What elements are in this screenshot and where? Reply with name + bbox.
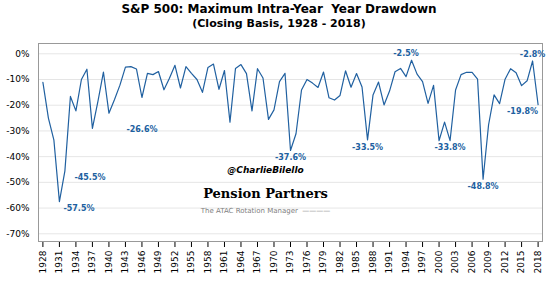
svg-text:1973: 1973 [285,250,295,273]
svg-text:1958: 1958 [203,250,213,273]
svg-text:-57.5%: -57.5% [63,204,94,213]
svg-text:1934: 1934 [71,250,81,273]
svg-text:2018: 2018 [533,250,543,273]
svg-text:1946: 1946 [137,250,147,273]
svg-text:1940: 1940 [104,250,114,273]
svg-text:1988: 1988 [368,250,378,273]
svg-text:1964: 1964 [236,250,246,273]
svg-text:1994: 1994 [401,250,411,273]
svg-text:1970: 1970 [269,250,279,273]
svg-text:-70%: -70% [6,228,30,238]
svg-text:-50%: -50% [6,177,30,187]
svg-text:2015: 2015 [516,250,526,273]
svg-text:-45.5%: -45.5% [74,173,105,182]
svg-text:1943: 1943 [120,250,130,273]
svg-text:-33.8%: -33.8% [435,143,466,152]
svg-text:-60%: -60% [6,203,30,213]
svg-text:1928: 1928 [38,250,48,273]
svg-text:-10%: -10% [6,74,30,84]
svg-text:-30%: -30% [6,126,30,136]
svg-text:2000: 2000 [434,250,444,273]
svg-text:1991: 1991 [384,250,394,273]
svg-text:-37.6%: -37.6% [275,153,306,162]
svg-text:1997: 1997 [417,250,427,273]
svg-text:1985: 1985 [351,250,361,273]
svg-text:1967: 1967 [252,250,262,273]
svg-text:-2.8%: -2.8% [520,50,546,59]
svg-text:-20%: -20% [6,100,30,110]
svg-text:1955: 1955 [186,250,196,273]
svg-text:1979: 1979 [318,250,328,273]
svg-text:1976: 1976 [302,250,312,273]
svg-text:-40%: -40% [6,151,30,161]
svg-text:1982: 1982 [335,250,345,273]
svg-text:0%: 0% [15,48,30,58]
svg-text:-48.8%: -48.8% [468,182,499,191]
svg-text:2003: 2003 [450,250,460,273]
svg-text:-33.5%: -33.5% [352,142,383,151]
svg-text:2012: 2012 [500,250,510,273]
html-text:S&P 500: Maximum Intra-Year Ye: S&P 500: Maximum Intra-Year Year Drawdow… [121,2,437,16]
svg-text:-19.8%: -19.8% [507,107,538,116]
svg-text:1937: 1937 [87,250,97,273]
svg-text:1949: 1949 [153,250,163,273]
svg-text:-26.6%: -26.6% [126,125,157,134]
svg-text:-2.5%: -2.5% [393,49,419,58]
svg-text:2009: 2009 [483,250,493,273]
svg-text:1952: 1952 [170,250,180,273]
html-text:(Closing Basis, 1928 - 2018): (Closing Basis, 1928 - 2018) [192,17,366,30]
svg-text:1931: 1931 [54,250,64,273]
svg-text:Pension Partners: Pension Partners [203,185,328,200]
svg-text:The ATAC Rotation Manager ———: The ATAC Rotation Manager ———— [200,206,331,214]
svg-text:2006: 2006 [467,250,477,273]
svg-text:@CharlieBilello: @CharlieBilello [227,165,303,175]
svg-text:1961: 1961 [219,250,229,273]
